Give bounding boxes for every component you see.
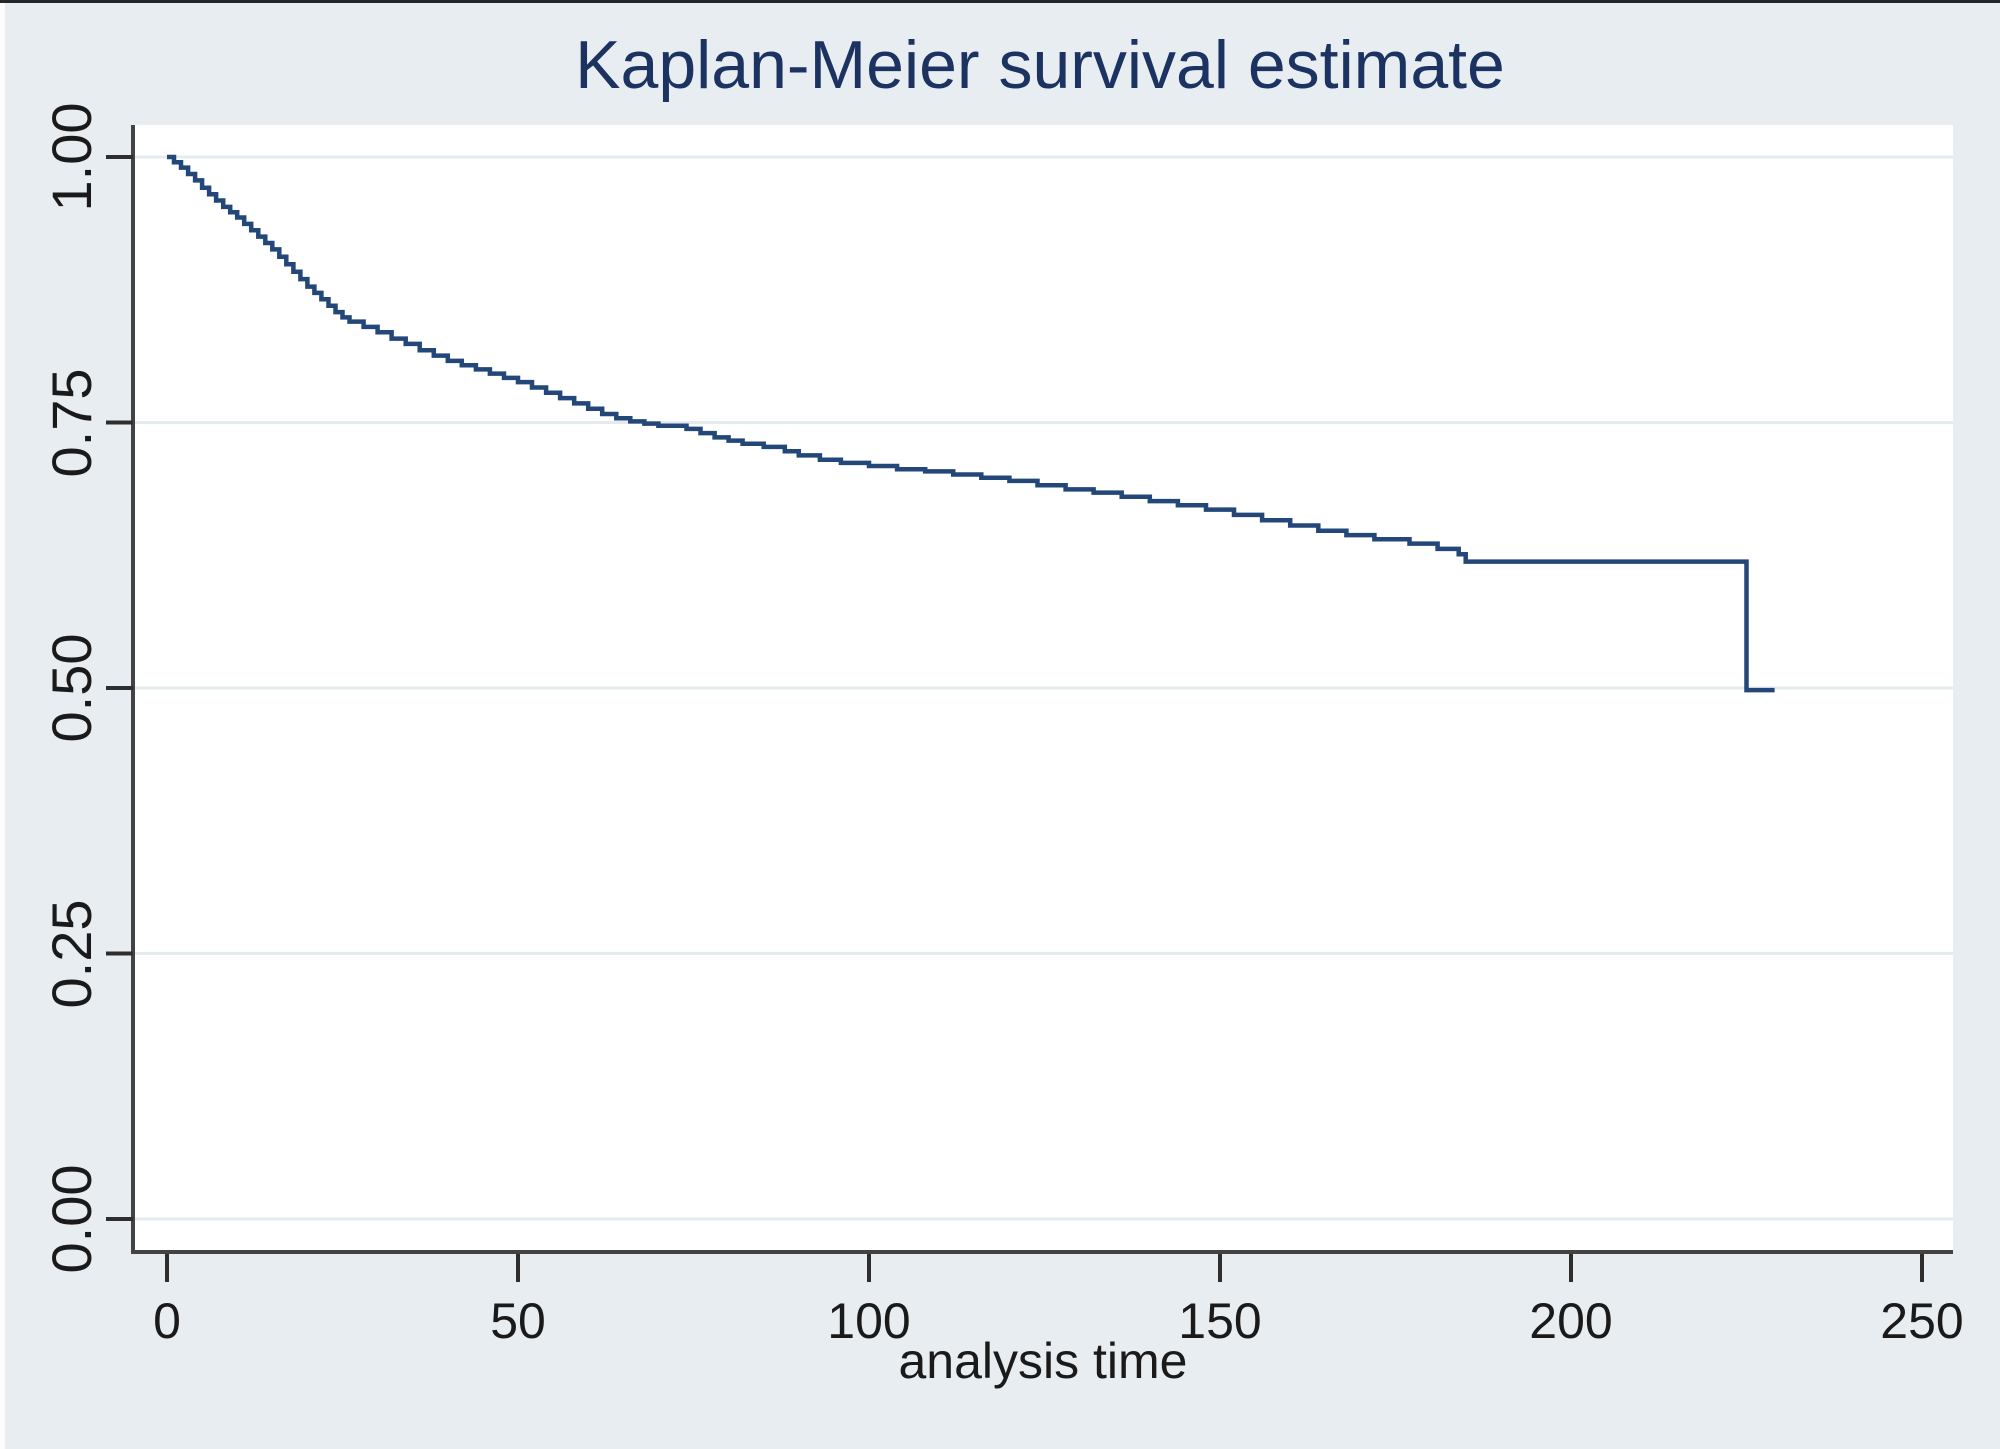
y-tick-label: 1.00 xyxy=(40,102,103,212)
x-tick-label: 100 xyxy=(827,1293,911,1349)
x-tick-label: 150 xyxy=(1178,1293,1262,1349)
screenshot-left-border xyxy=(0,3,5,1449)
x-tick-label: 250 xyxy=(1880,1293,1964,1349)
y-tick-label: 0.75 xyxy=(40,368,103,477)
x-axis-title: analysis time xyxy=(898,1333,1188,1389)
screenshot-top-border xyxy=(0,0,2000,3)
y-tick-label: 0.00 xyxy=(40,1164,103,1274)
y-tick-label: 0.50 xyxy=(40,633,103,743)
chart-title: Kaplan-Meier survival estimate xyxy=(575,27,1505,103)
survival-curve xyxy=(167,154,1775,693)
y-tick-label: 0.25 xyxy=(40,899,103,1008)
x-tick-label: 200 xyxy=(1529,1293,1613,1349)
x-tick-label: 0 xyxy=(153,1293,181,1349)
x-tick-label: 50 xyxy=(490,1293,546,1349)
